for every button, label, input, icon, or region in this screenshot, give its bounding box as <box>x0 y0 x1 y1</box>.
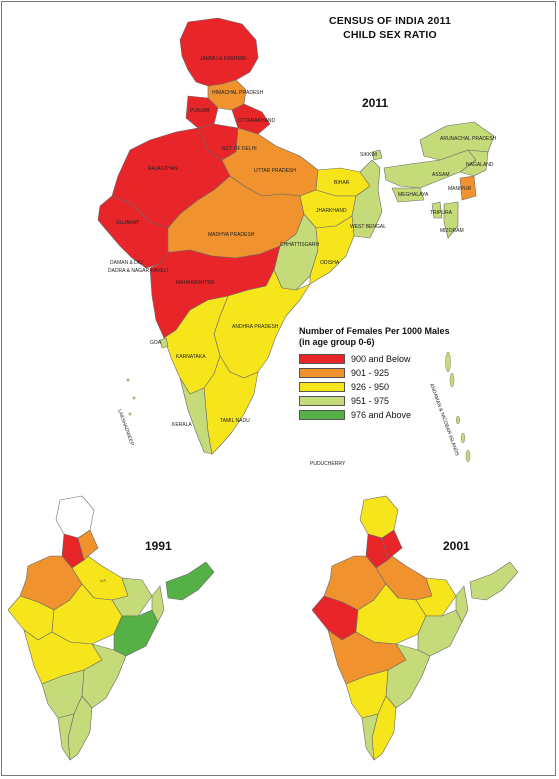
state-himachal-1991[interactable] <box>77 529 99 561</box>
label-tamil-nadu: TAMIL NADU <box>220 418 250 424</box>
state-andhra-pradesh-1991[interactable] <box>81 643 127 709</box>
state-northeast-1991[interactable] <box>165 561 215 601</box>
label-uttar-pradesh: UTTAR PRADESH <box>254 168 296 174</box>
map-legend: Number of Females Per 1000 Males (in age… <box>299 326 474 422</box>
legend-label: 901 - 925 <box>351 367 390 378</box>
legend-label: 926 - 950 <box>351 381 390 392</box>
state-mizoram[interactable] <box>443 201 459 239</box>
label-sikkim: SIKKIM <box>360 152 377 158</box>
state-sikkim[interactable] <box>371 149 383 161</box>
inset-map-1991 <box>7 495 215 761</box>
state-tripura[interactable] <box>431 201 443 219</box>
label-punjab: PUNJAB <box>190 108 210 114</box>
state-west-bengal[interactable] <box>351 159 383 239</box>
state-himachal-2001[interactable] <box>381 529 403 561</box>
label-kerala: KERALA <box>172 422 192 428</box>
label-manipur: MANIPUR <box>448 186 471 192</box>
legend-label: 951 - 975 <box>351 395 390 406</box>
legend-swatch-red <box>299 353 345 364</box>
label-odisha: ODISHA <box>320 260 340 266</box>
year-label-2001: 2001 <box>443 539 470 553</box>
title-line-1: CENSUS OF INDIA 2011 <box>328 15 452 27</box>
legend-title-line-1: Number of Females Per 1000 Males <box>299 326 450 336</box>
legend-label: 900 and Below <box>351 353 411 364</box>
state-kerala-1991[interactable] <box>57 713 75 761</box>
legend-title-line-2: (in age group 0-6) <box>299 337 375 347</box>
label-madhya-pradesh: MADHYA PRADESH <box>208 232 255 238</box>
label-jharkhand: JHARKHAND <box>316 208 347 214</box>
state-west-bengal-2001[interactable] <box>455 585 469 623</box>
legend-swatch-orange <box>299 367 345 378</box>
label-assam: ASSAM <box>432 172 450 178</box>
state-northeast-2001[interactable] <box>469 561 519 601</box>
label-bihar: BIHAR <box>334 180 350 186</box>
label-himachal: HIMACHAL PRADESH <box>212 90 264 96</box>
label-jammu-kashmir: JAMMU & KASHMIR <box>200 56 247 62</box>
legend-swatch-green <box>299 409 345 420</box>
label-tripura: TRIPURA <box>430 210 453 216</box>
legend-swatch-light-green <box>299 395 345 406</box>
state-odisha[interactable] <box>309 215 355 285</box>
state-meghalaya[interactable] <box>391 187 425 203</box>
legend-item: 926 - 950 <box>299 380 474 393</box>
label-karnataka: KARNATAKA <box>176 354 206 360</box>
label-mizoram: MIZORAM <box>440 228 464 234</box>
legend-item: 900 and Below <box>299 352 474 365</box>
label-rajasthan: RAJASTHAN <box>148 166 178 172</box>
title-line-2: CHILD SEX RATIO <box>343 29 437 41</box>
label-delhi: NCT OF DELHI <box>222 146 257 152</box>
legend-item: 976 and Above <box>299 408 474 421</box>
label-arunachal: ARUNACHAL PRADESH <box>440 136 497 142</box>
state-andhra-pradesh-2001[interactable] <box>385 643 431 709</box>
year-label-2011: 2011 <box>362 96 389 110</box>
state-jammu-kashmir[interactable] <box>179 17 259 87</box>
state-goa[interactable] <box>159 337 169 349</box>
label-west-bengal: WEST BENGAL <box>350 224 386 230</box>
state-west-bengal-1991[interactable] <box>151 585 165 623</box>
label-goa: GOA <box>150 340 162 346</box>
legend-item: 951 - 975 <box>299 394 474 407</box>
label-chhattisgarh: CHHATTISGARH <box>280 242 319 248</box>
legend-label: 976 and Above <box>351 409 412 420</box>
state-kerala[interactable] <box>179 377 213 455</box>
state-manipur[interactable] <box>459 175 477 201</box>
year-label-1991: 1991 <box>145 539 172 553</box>
label-uttarakhand: UTTARAKHAND <box>238 118 276 124</box>
legend-item: 901 - 925 <box>299 366 474 379</box>
label-gujarat: GUJARAT <box>116 220 139 226</box>
lakshadweep-islands[interactable] <box>126 378 136 416</box>
map-title: CENSUS OF INDIA 2011 CHILD SEX RATIO <box>300 14 480 42</box>
andaman-nicobar-islands[interactable] <box>445 351 471 463</box>
label-lakshadweep: LAKSHADWEEP <box>116 409 135 447</box>
label-daman-diu: DAMAN & DIU <box>110 260 143 266</box>
label-maharashtra: MAHARASHTRA <box>176 280 215 286</box>
inset-1991-sample-label: U.P. <box>100 579 107 583</box>
label-meghalaya: MEGHALAYA <box>398 192 429 198</box>
state-kerala-2001[interactable] <box>361 713 379 761</box>
label-andhra-pradesh: ANDHRA PRADESH <box>232 324 279 330</box>
legend-title: Number of Females Per 1000 Males (in age… <box>299 326 474 348</box>
label-nagaland: NAGALAND <box>466 162 494 168</box>
main-map-2011: JAMMU & KASHMIR HIMACHAL PRADESH PUNJAB … <box>97 17 497 467</box>
label-puducherry: PUDUCHERRY <box>310 461 346 467</box>
inset-map-2001 <box>311 495 519 761</box>
legend-swatch-yellow <box>299 381 345 392</box>
label-dadra-nagar-haveli: DADRA & NAGAR HAVELI <box>108 268 168 274</box>
